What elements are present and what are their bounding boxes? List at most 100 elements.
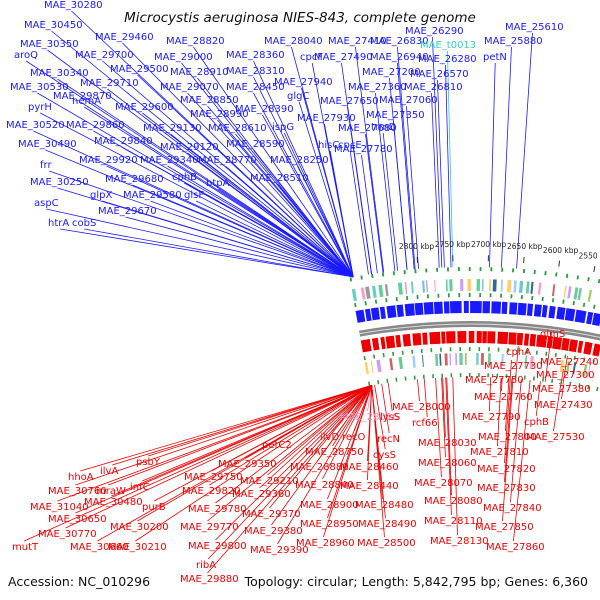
gc-marker [440,347,442,352]
cog-feature [577,287,582,301]
reverse-gene [536,334,548,348]
forward-leader-line [167,165,354,278]
cog-feature [384,284,389,297]
forward-gene [591,312,600,327]
reverse-gene [360,339,372,353]
forward-gene-label: cpcF [300,52,323,63]
reverse-gene-label: mutT [12,542,39,553]
cog-feature [500,279,504,292]
genome-summary-text: Topology: circular; Length: 5,842,795 bp… [244,574,588,589]
forward-leader-line [25,60,354,278]
reverse-gene-label: MAE_28460 [340,462,399,473]
gc-marker [490,267,493,272]
reverse-gene [592,343,600,357]
gc-marker [414,269,417,274]
gc-marker [564,354,567,359]
backbone-ring [359,321,600,341]
reverse-leader-line [510,379,522,503]
cog-feature [364,361,369,375]
forward-gene-label: MAE_28770 [198,155,257,166]
forward-leader-line [298,101,354,278]
forward-gene [370,307,381,321]
gc-marker [436,267,439,272]
reverse-leader-line [322,385,373,480]
reverse-gene-label: MAE_29390 [250,545,309,556]
reverse-gene [446,331,456,344]
forward-gene-label: ispG [272,122,294,133]
forward-gene-label: MAE_30450 [24,20,83,31]
gc-marker [377,380,380,385]
gc-marker [360,275,363,280]
gc-marker [582,302,586,307]
forward-leader-line [447,50,454,268]
reverse-leader-line [367,385,373,481]
forward-leader-line [102,200,354,278]
forward-leader-line [355,46,385,273]
gc-marker [382,353,385,358]
cog-feature [530,281,534,294]
reverse-gene-label: mraW [96,486,126,497]
gc-marker [349,277,353,282]
reverse-gene-label: infC [130,482,150,493]
reverse-gene-label: ilvA [100,466,118,477]
reverse-gene [468,331,475,344]
forward-leader-line [187,152,354,278]
reverse-gene-label: MAE_29780 [188,504,247,515]
forward-gene-label: MAE_28310 [226,66,285,77]
gc-marker [381,272,385,277]
reverse-leader-line [452,377,458,536]
gc-marker [430,348,433,353]
reverse-gene-label: ribA [196,560,216,571]
forward-gene [517,302,527,316]
forward-gene-label: MAE_28590 [226,139,285,150]
cog-feature [459,353,463,366]
forward-gene-label: MAE_28990 [190,109,249,120]
gc-marker [505,374,508,379]
forward-leader-line [122,42,354,278]
forward-gene-label: MAE_30490 [18,139,77,150]
reverse-gene [371,337,380,351]
reverse-gene-label: MAE_31040 [30,502,89,513]
forward-gene [470,301,482,314]
reverse-gene-label: MAE_29800 [188,541,247,552]
cog-feature [365,286,371,299]
forward-leader-line [253,60,354,278]
forward-gene [574,309,587,324]
reverse-leader-line [209,384,372,486]
reverse-gene [552,336,563,350]
cog-feature [524,355,528,368]
forward-gene-label: cpcE [338,140,362,151]
forward-leader-line [262,114,354,278]
reverse-leader-line [65,384,372,529]
forward-leader-line [349,150,369,275]
kbp-label: 2700 kbp [471,240,507,249]
reverse-gene-label: psbY [136,457,161,468]
reverse-gene [441,331,446,344]
gc-marker [458,293,461,298]
reverse-gene-label: MAE_27810 [470,447,529,458]
forward-gene-label: MAE_27410 [328,36,387,47]
reverse-gene-label: MAE_29210 [240,476,299,487]
reverse-gene-label: MAE_28070 [414,478,473,489]
cog-feature [587,364,591,377]
gc-marker [449,347,452,352]
forward-gene-label: htrA [48,218,69,229]
reverse-leader-line [327,385,373,500]
forward-leader-line [445,64,452,268]
cog-feature [360,287,366,300]
forward-gene [404,303,415,317]
forward-leader-line [431,92,440,268]
cog-feature [444,353,448,366]
reverse-gene [508,332,517,345]
reverse-gene-label: MAE_27430 [534,400,593,411]
forward-gene [396,304,404,318]
reverse-leader-line [553,384,562,432]
reverse-leader-line [442,377,446,438]
forward-gene-label: frr [40,160,52,171]
reverse-gene [457,331,467,344]
forward-gene-label: MAE_29870 [53,91,112,102]
reverse-leader-line [387,382,393,412]
reverse-gene [412,332,422,346]
forward-gene [548,305,556,319]
